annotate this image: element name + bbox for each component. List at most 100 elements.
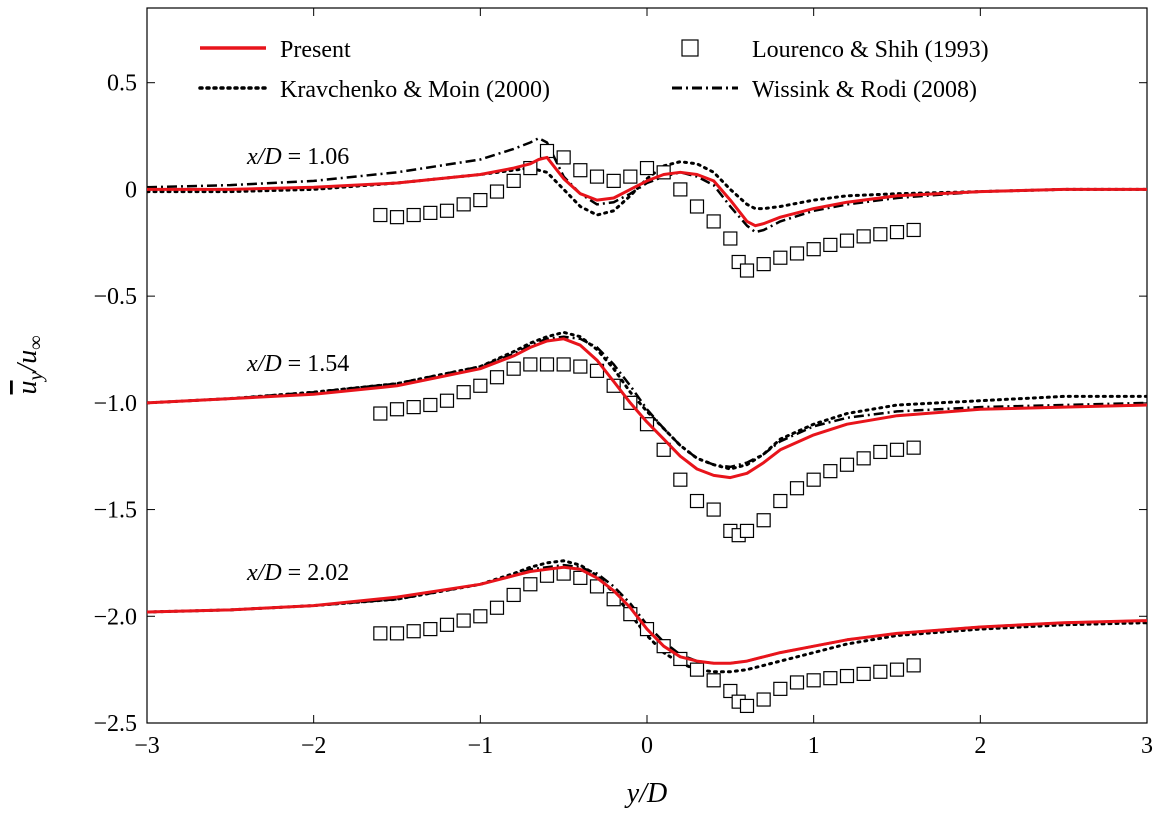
legend-label: Kravchenko & Moin (2000)	[280, 77, 550, 103]
x-tick-label: 3	[1141, 733, 1153, 759]
y-tick-label: −1.0	[93, 391, 137, 417]
data-point-square	[623, 169, 638, 184]
data-point-square	[689, 199, 705, 214]
data-point-square	[573, 163, 588, 178]
y-axis-label: uy/u∞	[12, 336, 47, 395]
legend-entry-kravchenko-moin-2000: Kravchenko & Moin (2000)	[198, 77, 550, 103]
y-tick-label: −2.5	[93, 711, 137, 737]
legend-label: Lourenco & Shih (1993)	[752, 37, 989, 63]
data-point-square	[689, 662, 705, 677]
data-point-square	[406, 207, 421, 223]
data-point-square	[856, 451, 871, 466]
data-point-square	[789, 481, 805, 496]
data-point-square	[906, 440, 921, 455]
x-tick-label: 1	[808, 733, 820, 759]
data-point-square	[773, 681, 788, 696]
x-tick-label: −2	[301, 733, 327, 759]
data-point-square	[439, 393, 455, 408]
data-point-square	[656, 442, 671, 457]
data-point-square	[756, 513, 771, 528]
data-point-square	[889, 662, 905, 677]
data-point-square	[473, 378, 488, 393]
data-point-square	[506, 361, 521, 376]
data-point-square	[806, 472, 821, 487]
legend-swatch-square	[681, 39, 699, 57]
data-point-square	[673, 182, 688, 197]
series-lourenco-shih-1993-markers	[373, 357, 921, 543]
data-point-square	[639, 160, 655, 176]
data-point-square	[423, 621, 438, 637]
x-tick-label: −3	[134, 733, 160, 759]
data-point-square	[789, 246, 805, 261]
station-label: x/D = 1.06	[246, 144, 349, 170]
data-point-square	[839, 668, 855, 684]
y-tick-label: −2.0	[93, 604, 137, 630]
data-point-square	[439, 617, 455, 632]
data-point-square	[456, 613, 471, 628]
data-point-square	[689, 493, 705, 509]
x-tick-label: 0	[641, 733, 653, 759]
data-point-square	[389, 210, 405, 225]
series-wissink-rodi-2008-line	[147, 136, 1147, 234]
station-group-x-d-2-02	[147, 559, 1147, 714]
data-point-square	[873, 664, 888, 679]
series-kravchenko-moin-2000-line	[147, 330, 1147, 471]
legend-entry-present: Present	[200, 37, 351, 63]
data-point-square	[606, 173, 621, 188]
data-point-square	[906, 658, 921, 673]
station-group-x-d-1-06	[147, 136, 1147, 278]
data-point-square	[773, 493, 788, 509]
data-point-square	[573, 570, 588, 585]
data-point-square	[423, 397, 438, 413]
y-tick-label: −1.5	[93, 498, 137, 524]
data-point-square	[423, 205, 438, 220]
data-point-square	[906, 222, 921, 238]
data-point-square	[706, 214, 721, 229]
data-point-square	[589, 579, 605, 594]
x-axis-label: y/D	[624, 778, 667, 809]
data-point-square	[823, 671, 838, 686]
data-point-square	[389, 402, 405, 417]
data-point-square	[473, 192, 488, 208]
data-point-square	[489, 370, 505, 385]
data-point-square	[823, 237, 838, 253]
data-point-square	[406, 624, 421, 639]
data-point-square	[523, 357, 538, 372]
data-point-square	[556, 357, 571, 372]
data-point-square	[839, 233, 855, 248]
data-point-square	[839, 457, 855, 472]
y-tick-label: −0.5	[93, 284, 137, 310]
data-point-square	[506, 587, 521, 603]
data-point-square	[556, 150, 571, 165]
data-point-square	[873, 444, 888, 460]
station-group-x-d-1-54	[147, 330, 1147, 543]
data-point-square	[856, 666, 871, 682]
data-point-square	[723, 683, 738, 699]
data-point-square	[706, 502, 721, 517]
data-point-square	[489, 600, 505, 615]
data-point-square	[806, 242, 821, 257]
data-point-square	[489, 184, 505, 199]
data-point-square	[823, 464, 838, 479]
data-point-square	[539, 357, 555, 372]
data-point-square	[873, 227, 888, 242]
series-present-line	[147, 155, 1147, 228]
y-tick-label: 0	[125, 177, 137, 203]
data-point-square	[673, 472, 688, 487]
series-present-line	[147, 337, 1147, 480]
data-point-square	[473, 609, 488, 624]
series-present-line	[147, 565, 1147, 665]
data-point-square	[373, 626, 388, 641]
x-tick-label: 2	[974, 733, 986, 759]
data-point-square	[706, 673, 721, 688]
data-point-square	[539, 143, 555, 159]
data-point-square	[889, 442, 905, 457]
data-point-square	[739, 263, 755, 278]
legend: Present Lourenco & Shih (1993) Kravchenko …	[198, 37, 989, 103]
data-point-square	[506, 173, 521, 188]
data-point-square	[889, 225, 905, 240]
series-lourenco-shih-1993-markers	[373, 566, 921, 714]
legend-label: Present	[280, 37, 351, 63]
data-point-square	[756, 692, 771, 707]
